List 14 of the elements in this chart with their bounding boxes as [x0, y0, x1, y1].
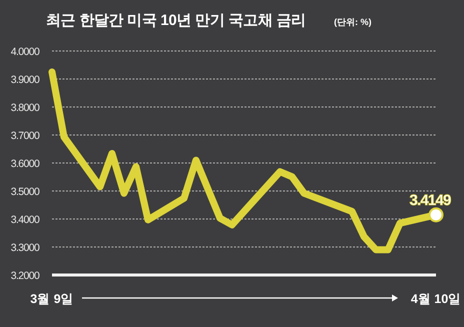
data-label: 3.4149 — [409, 192, 451, 209]
chart-title: 최근 한달간 미국 10년 만기 국고채 금리 — [46, 12, 306, 29]
x-tick-label: 3월 9일 — [30, 292, 74, 306]
x-tick-label: 4월 10일 — [410, 292, 462, 306]
y-tick-label: 3.6000 — [10, 158, 40, 170]
y-tick-label: 3.4000 — [10, 214, 40, 226]
y-tick-label: 3.5000 — [10, 186, 40, 198]
y-tick-label: 3.8000 — [10, 102, 40, 114]
y-tick-label: 3.3000 — [10, 242, 40, 254]
y-tick-label: 3.2000 — [10, 270, 40, 282]
y-tick-label: 4.0000 — [10, 46, 40, 58]
y-tick-label: 3.7000 — [10, 130, 40, 142]
y-tick-label: 3.9000 — [10, 74, 40, 86]
chart-subtitle: (단위: %) — [334, 17, 372, 27]
